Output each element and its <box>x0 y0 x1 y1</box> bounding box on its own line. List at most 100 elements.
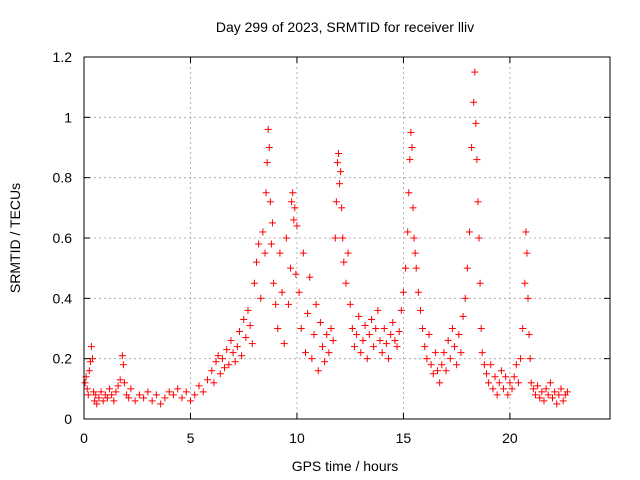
y-tick-label: 0.8 <box>53 170 73 186</box>
data-point <box>178 394 186 402</box>
chart-title: Day 299 of 2023, SRMTID for receiver lli… <box>216 19 474 35</box>
data-point <box>493 391 501 399</box>
data-point <box>293 222 301 230</box>
data-point <box>353 331 361 339</box>
data-point <box>472 119 480 127</box>
data-point <box>284 300 292 308</box>
data-point <box>268 219 276 227</box>
data-point <box>314 367 322 375</box>
x-tick-label: 15 <box>396 430 412 446</box>
data-point <box>95 394 103 402</box>
data-point <box>276 249 284 257</box>
data-point <box>261 249 269 257</box>
data-point <box>93 400 101 408</box>
data-point <box>240 315 248 323</box>
data-point <box>310 331 318 339</box>
data-point <box>272 300 280 308</box>
data-point <box>350 343 358 351</box>
data-point <box>278 288 286 296</box>
data-point <box>316 318 324 326</box>
data-point <box>419 325 427 332</box>
data-point <box>359 337 367 345</box>
data-point <box>448 325 456 332</box>
data-point <box>174 385 182 393</box>
data-point <box>255 240 263 248</box>
data-point <box>266 198 274 206</box>
y-axis-title: SRMTID / TECUs <box>7 183 23 293</box>
data-point <box>457 349 465 357</box>
data-point <box>410 234 418 242</box>
data-point <box>85 367 93 375</box>
data-point <box>270 279 278 287</box>
data-point <box>542 385 550 393</box>
data-point <box>465 228 473 236</box>
data-point <box>282 234 290 242</box>
data-point <box>502 373 510 381</box>
data-point <box>140 394 148 402</box>
data-point <box>83 385 91 393</box>
data-point <box>519 325 527 332</box>
data-point <box>506 379 514 387</box>
data-point <box>495 379 503 387</box>
data-point <box>244 306 252 314</box>
x-tick-label: 20 <box>502 430 518 446</box>
data-point <box>512 361 520 369</box>
data-point <box>112 388 120 396</box>
data-point <box>508 385 516 393</box>
y-tick-label: 1.2 <box>53 49 73 65</box>
data-point <box>331 234 339 242</box>
data-point <box>446 355 454 363</box>
data-point <box>391 337 399 345</box>
data-point <box>265 144 273 151</box>
data-point <box>397 306 405 314</box>
data-point <box>204 376 212 384</box>
data-point <box>563 388 571 396</box>
data-point <box>323 331 331 339</box>
data-point <box>461 294 469 302</box>
data-point <box>534 382 542 390</box>
data-point <box>407 128 415 136</box>
data-point <box>453 361 461 369</box>
data-point <box>363 355 371 363</box>
data-point <box>208 367 216 375</box>
data-point <box>223 346 231 354</box>
data-point <box>214 352 222 360</box>
data-point <box>336 180 344 188</box>
data-point <box>485 379 493 387</box>
data-point <box>306 273 314 281</box>
data-point <box>144 388 152 396</box>
data-point <box>108 391 116 399</box>
data-point <box>523 249 531 257</box>
data-point <box>436 379 444 387</box>
data-point <box>387 331 395 339</box>
data-point <box>231 358 239 366</box>
data-point <box>473 156 481 164</box>
data-point <box>304 309 312 317</box>
data-point <box>338 204 346 212</box>
data-point <box>110 397 118 405</box>
data-point <box>514 379 522 387</box>
data-point <box>540 397 548 405</box>
data-point <box>491 373 499 381</box>
data-point <box>131 397 139 405</box>
data-point <box>421 343 429 351</box>
x-tick-label: 5 <box>187 430 195 446</box>
data-point <box>455 331 463 339</box>
data-point <box>444 337 452 345</box>
data-point <box>529 385 537 393</box>
data-point <box>468 144 476 151</box>
data-point <box>97 388 105 396</box>
data-point <box>395 328 403 336</box>
data-point <box>546 379 554 387</box>
data-point <box>297 325 305 332</box>
data-point <box>235 328 243 336</box>
y-tick-label: 0.2 <box>53 351 73 367</box>
data-point <box>106 385 114 393</box>
ticks: 0 5 10 15 20 0 0.2 0.4 0.6 0.8 1 1.2 <box>53 49 610 446</box>
data-point <box>191 391 199 399</box>
data-point <box>361 321 369 329</box>
x-axis-title: GPS time / hours <box>292 458 399 474</box>
data-point <box>225 361 233 369</box>
data-points <box>81 68 571 408</box>
data-point <box>382 340 390 348</box>
